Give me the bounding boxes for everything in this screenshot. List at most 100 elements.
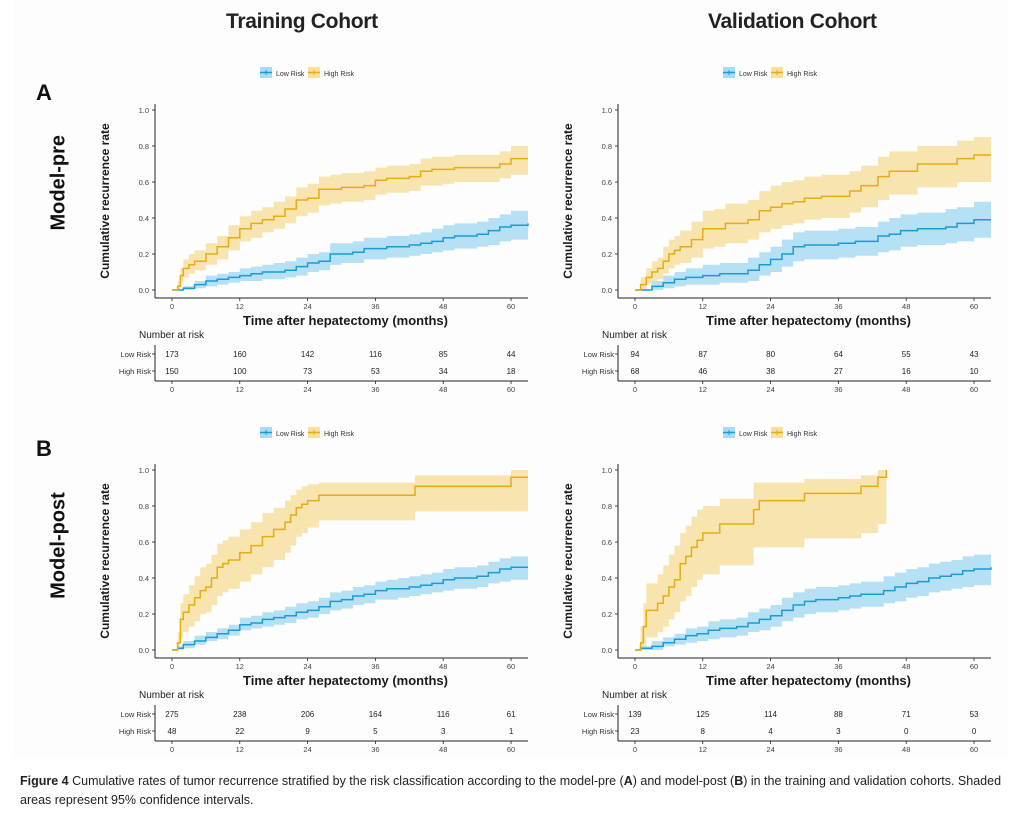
legend-label: High Risk [787, 71, 817, 78]
risk-x-tick-label: 36 [834, 745, 842, 754]
risk-count: 38 [766, 367, 775, 376]
x-tick-label: 24 [766, 302, 774, 311]
y-tick-label: 0.6 [139, 538, 149, 547]
risk-count: 114 [764, 710, 777, 719]
risk-count: 18 [507, 367, 516, 376]
risk-count: 87 [698, 350, 707, 359]
risk-count: 46 [698, 367, 707, 376]
high-risk-ci-band [172, 470, 528, 650]
x-tick-label: 60 [970, 302, 978, 311]
risk-count: 27 [834, 367, 843, 376]
high-risk-ci-band [172, 146, 528, 290]
risk-x-tick-label: 60 [507, 385, 515, 394]
high-risk-curve [635, 470, 888, 651]
x-tick-label: 24 [303, 302, 311, 311]
y-tick-label: 0.0 [139, 646, 149, 655]
low-risk-ci-band [172, 209, 528, 290]
caption-text-1: Cumulative rates of tumor recurrence str… [68, 774, 624, 788]
low-risk-curve [635, 219, 991, 291]
risk-count: 55 [902, 350, 911, 359]
risk-x-tick-label: 24 [766, 385, 774, 394]
legend-low-risk: Low Risk [723, 427, 768, 438]
x-tick-label: 48 [902, 662, 910, 671]
chart-panel-a-validation: Low Risk High Risk 0.0 0.2 0.4 0.6 0.8 1.0 0 12 24… [561, 67, 991, 394]
risk-x-tick-label: 48 [902, 385, 910, 394]
risk-count: 206 [301, 710, 315, 719]
risk-row-label: Low Risk [121, 350, 152, 359]
risk-x-tick-label: 0 [633, 745, 637, 754]
risk-table-title: Number at risk [139, 330, 205, 341]
y-tick-label: 0.2 [139, 610, 149, 619]
risk-count: 16 [902, 367, 911, 376]
risk-x-tick-label: 0 [170, 745, 174, 754]
y-tick-label: 0.6 [139, 178, 149, 187]
risk-count: 116 [437, 710, 450, 719]
column-title-training: Training Cohort [226, 10, 378, 33]
x-tick-label: 12 [236, 662, 244, 671]
caption-text-2: ) and model-post ( [632, 774, 735, 788]
risk-x-tick-label: 24 [303, 745, 311, 754]
risk-count: 5 [373, 727, 378, 736]
row-label-model-post: Model-post [47, 492, 70, 599]
caption-text-3: ) in the training and validation cohorts… [20, 774, 1002, 807]
legend-high-risk: High Risk [771, 67, 817, 78]
y-tick-label: 1.0 [602, 466, 612, 475]
risk-x-tick-label: 36 [371, 385, 379, 394]
risk-count: 80 [766, 350, 775, 359]
x-tick-label: 36 [834, 662, 842, 671]
x-tick-label: 12 [236, 302, 244, 311]
risk-x-tick-label: 12 [236, 745, 244, 754]
low-risk-ci-band [172, 554, 528, 650]
legend-label: Low Risk [276, 431, 305, 438]
y-tick-label: 0.0 [602, 286, 612, 295]
risk-table-title: Number at risk [602, 330, 668, 341]
y-tick-label: 0.2 [602, 610, 612, 619]
chart-panel-a-training: Low Risk High Risk 0.0 0.2 0.4 0.6 0.8 1.0 0 12 24… [98, 67, 529, 394]
y-tick-label: 0.6 [602, 538, 612, 547]
risk-count: 94 [631, 350, 640, 359]
x-axis-title: Time after hepatectomy (months) [243, 673, 448, 688]
risk-x-tick-label: 48 [439, 385, 447, 394]
risk-x-tick-label: 48 [439, 745, 447, 754]
legend-label: High Risk [324, 71, 354, 78]
risk-count: 125 [696, 710, 710, 719]
risk-count: 10 [970, 367, 979, 376]
y-tick-label: 0.8 [139, 502, 149, 511]
y-tick-label: 0.2 [139, 250, 149, 259]
high-risk-curve [172, 476, 528, 651]
risk-row-label: High Risk [119, 367, 151, 376]
risk-table-title: Number at risk [602, 690, 668, 701]
legend-label: High Risk [787, 431, 817, 438]
y-tick-label: 1.0 [602, 106, 612, 115]
high-risk-ci-band [635, 470, 887, 650]
risk-count: 48 [168, 727, 177, 736]
risk-count: 238 [233, 710, 247, 719]
y-tick-label: 0.0 [139, 286, 149, 295]
x-tick-label: 60 [507, 302, 515, 311]
risk-count: 173 [165, 350, 179, 359]
x-tick-label: 24 [766, 662, 774, 671]
risk-count: 23 [631, 727, 640, 736]
column-title-validation: Validation Cohort [708, 10, 877, 33]
risk-count: 8 [701, 727, 706, 736]
risk-count: 88 [834, 710, 843, 719]
risk-count: 85 [439, 350, 448, 359]
legend-label: High Risk [324, 431, 354, 438]
y-tick-label: 0.8 [139, 142, 149, 151]
risk-table-title: Number at risk [139, 690, 205, 701]
low-risk-ci-band [635, 201, 991, 290]
risk-count: 0 [904, 727, 909, 736]
y-axis-title: Cumulative recurrence rate [98, 123, 112, 279]
risk-count: 164 [369, 710, 383, 719]
chart-panel-b-validation: Low Risk High Risk 0.0 0.2 0.4 0.6 0.8 1.0 0 12 24… [561, 427, 992, 754]
risk-x-tick-label: 36 [371, 745, 379, 754]
risk-count: 34 [439, 367, 448, 376]
risk-x-tick-label: 24 [766, 745, 774, 754]
y-tick-label: 0.4 [139, 574, 149, 583]
y-tick-label: 0.0 [602, 646, 612, 655]
x-axis-title: Time after hepatectomy (months) [243, 313, 448, 328]
x-axis-title: Time after hepatectomy (months) [706, 313, 911, 328]
x-tick-label: 12 [699, 302, 707, 311]
risk-x-tick-label: 60 [507, 745, 515, 754]
